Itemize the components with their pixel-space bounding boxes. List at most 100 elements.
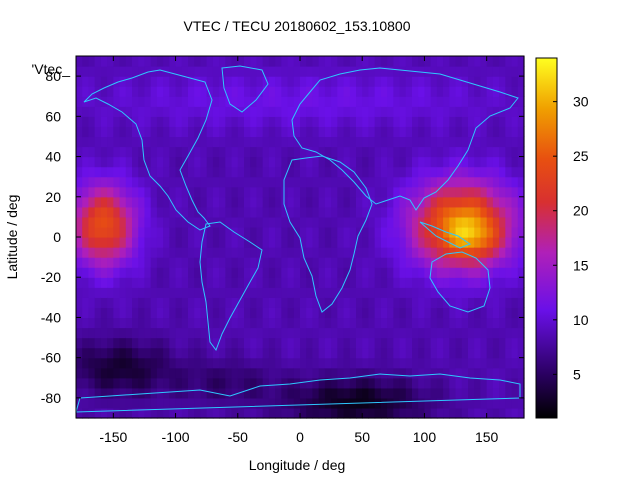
heat-cell (474, 146, 482, 158)
heat-cell (244, 56, 251, 67)
heat-cell (430, 357, 438, 369)
heat-cell (337, 287, 345, 298)
heat-cell (324, 86, 332, 97)
heat-cell (356, 146, 363, 158)
heat-cell (324, 216, 332, 228)
heat-cell (380, 206, 388, 218)
heat-cell (356, 196, 363, 208)
heat-cell (188, 66, 195, 77)
heat-cell (399, 206, 407, 218)
heat-cell (393, 176, 401, 188)
heat-cell (474, 96, 482, 107)
heat-cell (306, 136, 314, 148)
heat-cell (412, 56, 419, 67)
heat-cell (88, 146, 96, 158)
heat-cell (206, 237, 214, 248)
heat-cell (94, 357, 102, 369)
heat-cell (349, 387, 357, 399)
heat-cell (212, 176, 220, 188)
heat-cell (343, 226, 351, 238)
heat-cell (318, 357, 326, 369)
heat-cell (107, 206, 114, 218)
heat-cell (505, 206, 513, 218)
heat-cell (474, 186, 482, 198)
heat-cell (169, 86, 177, 97)
heat-cell (430, 76, 438, 87)
heat-cell (455, 387, 463, 399)
heat-cell (324, 297, 332, 308)
heat-cell (486, 146, 494, 158)
heat-cell (368, 367, 376, 379)
heat-cell (76, 66, 83, 77)
heat-cell (436, 226, 444, 238)
heat-cell (511, 106, 519, 117)
heat-cell (511, 327, 519, 339)
heat-cell (181, 247, 189, 258)
heat-cell (331, 377, 338, 389)
heat-cell (399, 387, 407, 399)
heat-cell (250, 226, 258, 238)
colorbar-tick-label: 30 (573, 94, 589, 110)
heat-cell (156, 146, 164, 158)
heat-cell (194, 377, 202, 389)
heat-cell (337, 86, 345, 97)
heat-cell (82, 226, 90, 238)
heat-cell (100, 176, 108, 188)
heat-cell (293, 206, 301, 218)
heat-cell (287, 96, 295, 107)
heat-cell (244, 347, 251, 359)
heat-cell (405, 257, 413, 268)
heat-cell (175, 307, 183, 319)
heat-cell (88, 106, 96, 117)
heat-cell (163, 126, 170, 138)
heat-cell (268, 156, 276, 168)
heat-cell (256, 66, 264, 77)
heat-cell (268, 196, 276, 208)
heat-cell (499, 206, 506, 218)
heat-cell (318, 66, 326, 77)
heat-cell (88, 407, 96, 419)
heat-cell (156, 86, 164, 97)
heat-cell (343, 186, 351, 198)
heat-cell (175, 196, 183, 208)
heat-cell (256, 367, 264, 379)
heat-cell (231, 407, 239, 419)
heat-cell (163, 397, 170, 409)
heat-cell (362, 116, 370, 127)
heat-cell (244, 216, 251, 228)
heat-cell (225, 76, 233, 87)
heat-cell (517, 176, 525, 188)
heat-cell (474, 226, 482, 238)
heat-cell (387, 76, 394, 87)
heat-cell (268, 66, 276, 77)
heat-cell (138, 226, 146, 238)
heat-cell (144, 407, 152, 419)
coast-south-america (199, 221, 263, 352)
heat-cell (287, 186, 295, 198)
heat-cell (119, 86, 127, 97)
heat-cell (181, 136, 189, 148)
heat-cell (337, 146, 345, 158)
heat-cell (237, 237, 245, 248)
heat-cell (163, 226, 170, 238)
heat-cell (132, 347, 139, 359)
heat-cell (461, 106, 469, 117)
heat-cell (144, 186, 152, 198)
heat-cell (76, 216, 83, 228)
heat-cell (505, 166, 513, 178)
heat-cell (250, 337, 258, 349)
heat-cell (169, 327, 177, 339)
heat-cell (132, 287, 139, 298)
heat-cell (194, 297, 202, 308)
heat-cell (511, 136, 519, 148)
heat-cell (486, 116, 494, 127)
heat-cell (287, 377, 295, 389)
heat-cell (237, 56, 245, 67)
heat-cell (443, 196, 450, 208)
heat-cell (517, 347, 525, 359)
heat-cell (505, 156, 513, 168)
heat-cell (505, 96, 513, 107)
heat-cell (468, 377, 475, 389)
heat-cell (225, 397, 233, 409)
x-axis-label: Longitude / deg (249, 457, 346, 473)
